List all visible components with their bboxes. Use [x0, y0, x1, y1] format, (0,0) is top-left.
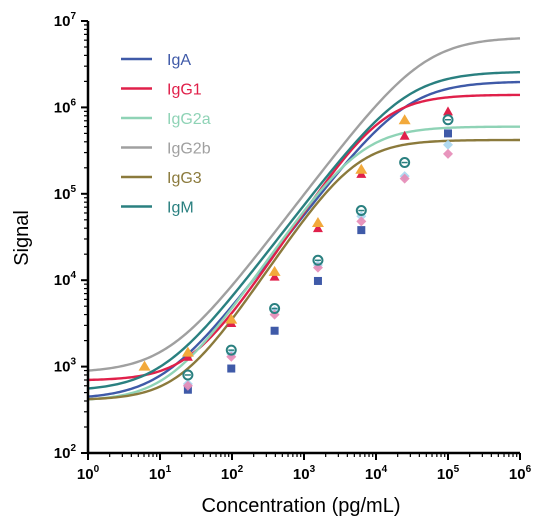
data-point-iga — [227, 364, 236, 373]
data-point-igm — [355, 205, 367, 217]
data-point-igg3 — [399, 173, 410, 184]
fit-curve-igm — [87, 70, 521, 390]
axes: 100 101 102 103 104 105 106 102 103 104 105 106 107 — [54, 11, 532, 483]
data-point-igg2b — [225, 313, 238, 324]
data-point-igg2b — [311, 216, 324, 227]
data-point-igm — [442, 114, 454, 126]
x-tick-label: 106 — [509, 464, 532, 483]
marker-ring — [312, 254, 324, 266]
fit-curve-igg1 — [87, 93, 521, 382]
data-point-igg1 — [443, 106, 453, 116]
fit-curve-igg3 — [87, 138, 521, 401]
fit-curve-igg2b — [87, 37, 521, 372]
marker-ring — [399, 157, 411, 169]
data-point-igm — [269, 303, 281, 315]
data-point-iga — [270, 326, 279, 335]
data-point-igg2b — [181, 346, 194, 357]
data-point-iga — [357, 226, 366, 235]
marker-ring — [269, 303, 281, 315]
data-point-iga — [313, 276, 322, 285]
y-tick-label: 106 — [54, 97, 77, 116]
data-point-igg2b — [138, 360, 151, 371]
marker-ring — [182, 369, 194, 381]
x-tick-label: 101 — [149, 464, 172, 483]
data-markers — [138, 106, 454, 394]
fit-curves — [87, 37, 521, 401]
data-point-iga — [444, 129, 452, 138]
data-point-igg3 — [182, 380, 193, 391]
x-tick-label: 104 — [365, 464, 388, 483]
data-point-igm — [182, 369, 194, 381]
x-tick-label: 103 — [293, 464, 316, 483]
fit-curve-igg2a — [87, 125, 520, 401]
y-tick-label: 102 — [54, 443, 77, 462]
legend-label-igg1: IgG1 — [167, 82, 202, 99]
data-point-igm — [399, 157, 411, 169]
y-tick-label: 103 — [54, 357, 77, 376]
y-axis-title: Signal — [11, 210, 33, 266]
y-tick-label: 105 — [54, 184, 77, 203]
data-point-igg3 — [356, 216, 367, 227]
legend-label-igg2a: IgG2a — [167, 111, 211, 128]
y-tick-label: 104 — [54, 270, 77, 289]
y-tick-label: 107 — [54, 11, 77, 30]
marker-ring — [355, 205, 367, 217]
legend: IgA IgG1 IgG2a IgG2b IgG3 IgM — [121, 52, 211, 217]
legend-label-igg2b: IgG2b — [167, 141, 211, 158]
data-point-igg3 — [443, 148, 453, 159]
data-point-igg2a — [443, 139, 453, 150]
x-tick-label: 100 — [77, 464, 100, 483]
x-axis-title: Concentration (pg/mL) — [202, 495, 401, 517]
data-point-igg2b — [355, 163, 368, 174]
data-point-igg2b — [268, 265, 281, 276]
data-point-igm — [225, 344, 237, 356]
x-tick-label: 105 — [437, 464, 460, 483]
x-tick-label: 102 — [221, 464, 244, 483]
fit-curve-iga — [87, 80, 521, 398]
data-point-igm — [312, 254, 324, 266]
legend-label-iga: IgA — [167, 52, 191, 69]
marker-ring — [225, 344, 237, 356]
legend-label-igg3: IgG3 — [167, 170, 202, 187]
data-point-igg2b — [398, 114, 411, 125]
data-point-igg1 — [269, 271, 280, 281]
legend-label-igm: IgM — [167, 200, 194, 217]
data-point-igg1 — [399, 130, 410, 140]
data-point-igg1 — [312, 223, 323, 233]
marker-ring — [442, 114, 454, 126]
